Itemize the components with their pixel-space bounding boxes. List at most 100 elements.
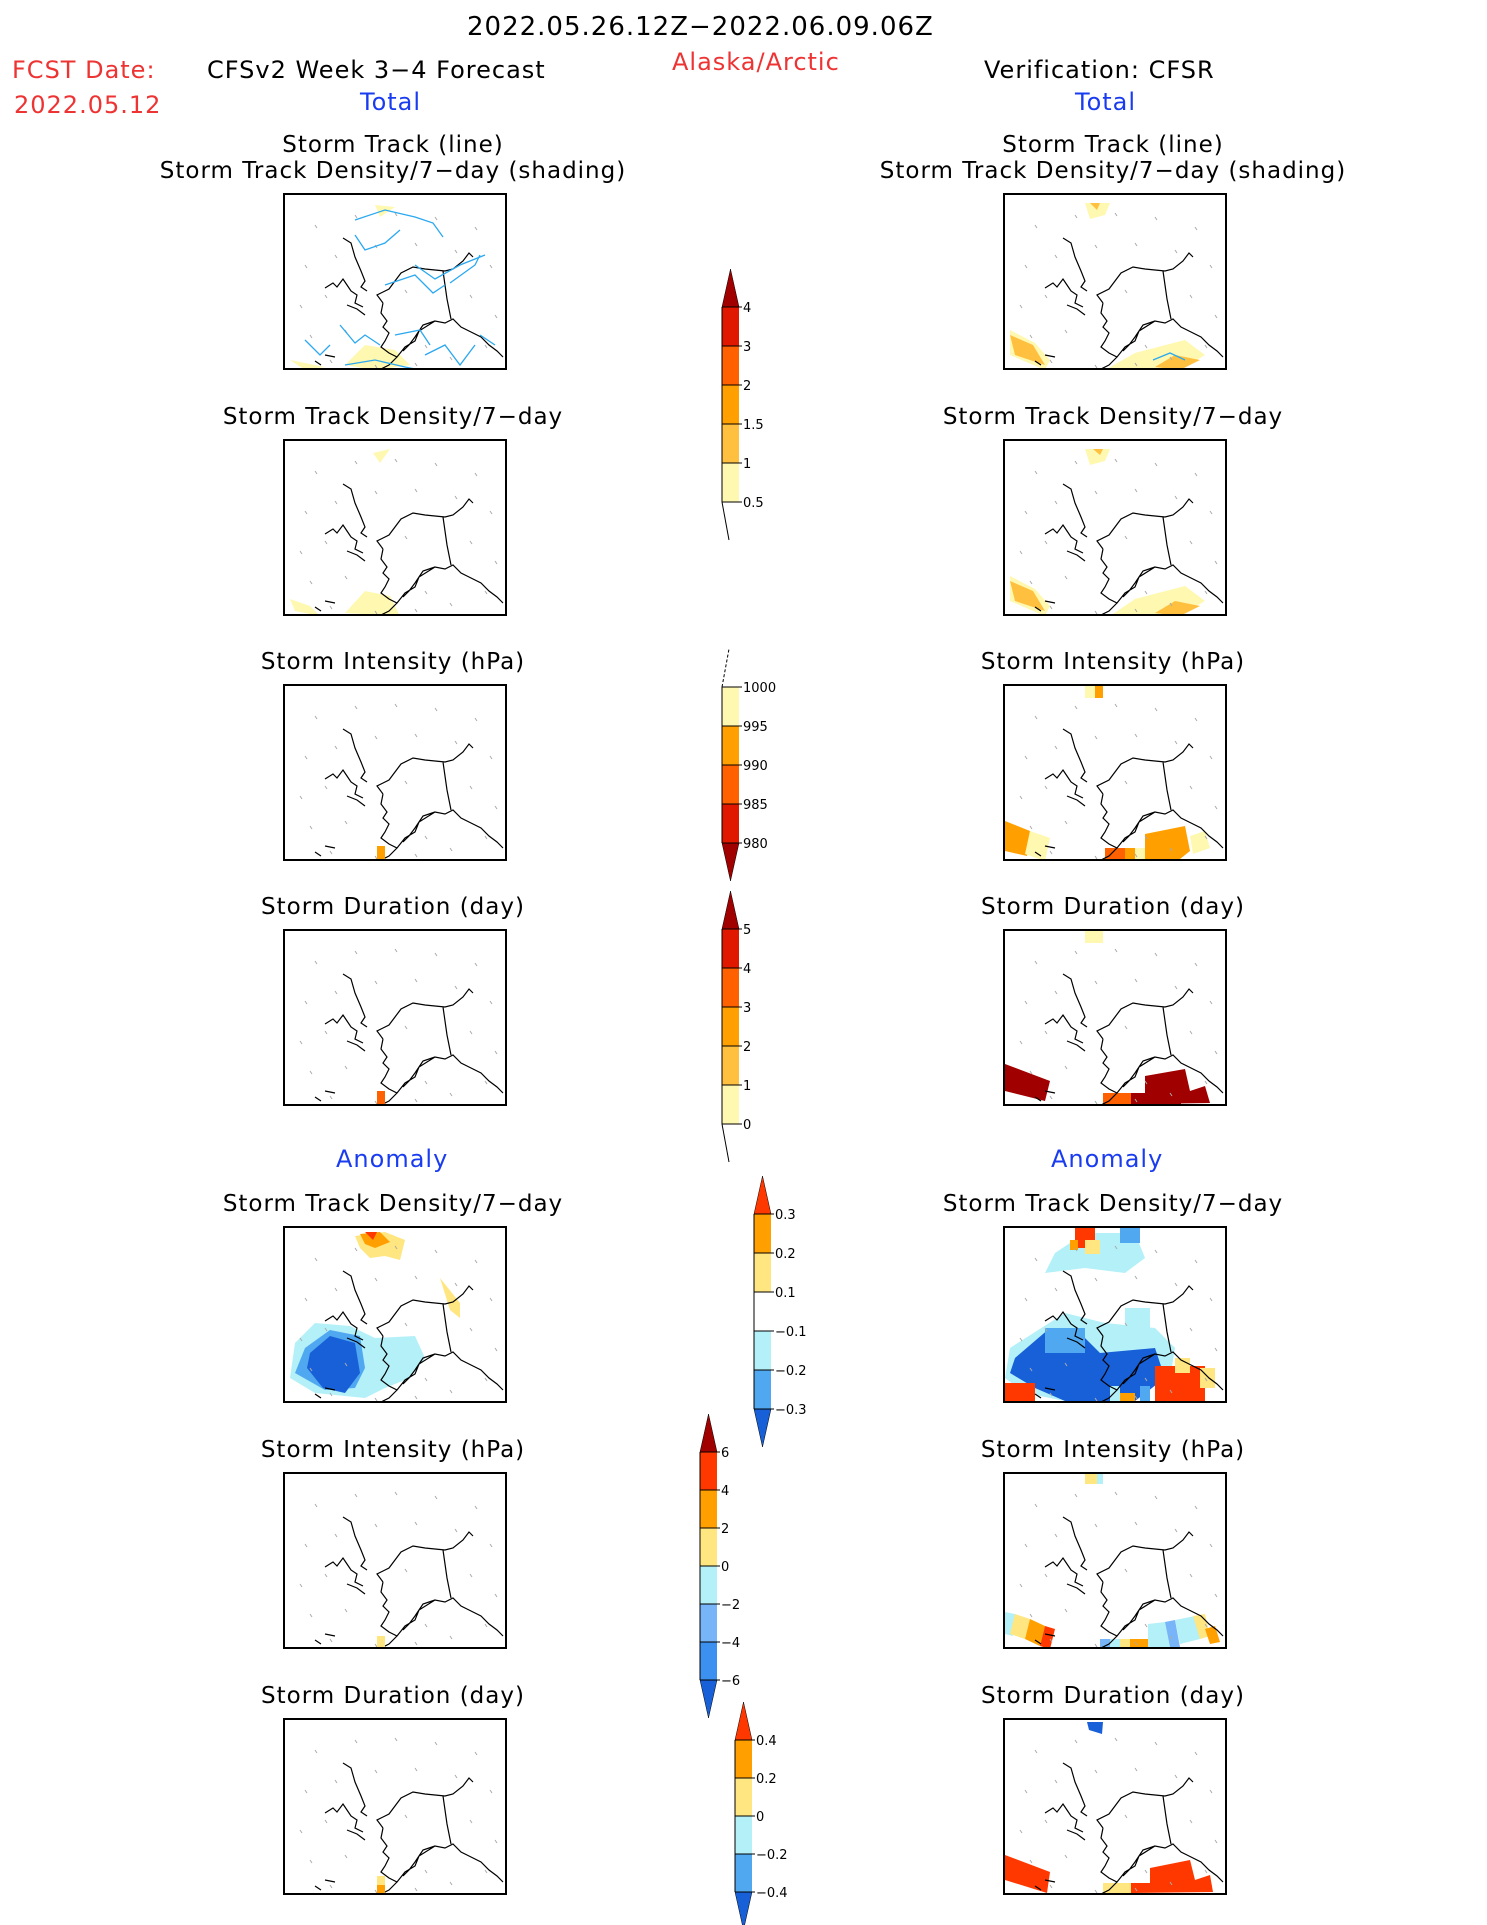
graticule-mark: [1019, 550, 1023, 555]
shaded-cell: [1103, 1883, 1131, 1893]
graticule-mark: [434, 952, 438, 957]
shaded-region: [1010, 335, 1045, 365]
colorbar-max-arrow: [699, 1413, 718, 1453]
graticule-mark: [1154, 216, 1158, 221]
shaded-region: [1025, 831, 1050, 859]
graticule-mark: [1064, 329, 1068, 334]
graticule-mark: [334, 1287, 338, 1292]
map-svg: [1010, 203, 1224, 368]
shaded-region: [1005, 1064, 1050, 1101]
graticule-mark: [1094, 1523, 1098, 1528]
left-title-density: Storm Track Density/7−day: [222, 404, 564, 430]
colorbar-segment: [735, 1816, 752, 1854]
shaded-region: [307, 1336, 360, 1393]
graticule-mark: [1064, 820, 1068, 825]
right-anomaly-label: Anomaly: [1051, 1145, 1164, 1173]
graticule-mark: [1124, 1568, 1128, 1573]
left-title-duration: Storm Duration (day): [261, 894, 525, 920]
colorbar-segment: [722, 968, 739, 1007]
region-label: Alaska/Arctic: [672, 48, 840, 76]
graticule-mark: [1029, 1070, 1033, 1075]
graticule-mark: [1214, 1593, 1218, 1598]
left-title-anom-duration: Storm Duration (day): [261, 1683, 525, 1709]
graticule-mark: [324, 785, 328, 790]
period-title: 2022.05.26.12Z−2022.06.09.06Z: [467, 12, 934, 42]
colorbar-tick-label: 1000: [743, 681, 776, 696]
colorbar-segment: [722, 307, 739, 346]
graticule-mark: [324, 1573, 328, 1578]
graticule-mark: [1074, 705, 1078, 710]
graticule-mark: [424, 1623, 428, 1628]
graticule-mark: [394, 1737, 398, 1742]
right-title-track-shading: Storm Track Density/7−day (shading): [879, 158, 1347, 184]
shaded-cell: [1100, 1639, 1110, 1647]
graticule-mark: [1034, 1257, 1038, 1262]
storm-track-line: [354, 209, 444, 238]
graticule-mark: [1154, 1741, 1158, 1746]
graticule-mark: [1034, 1749, 1038, 1754]
alaska-coastline: [1034, 1270, 1224, 1401]
graticule-mark: [1029, 1859, 1033, 1864]
shaded-region: [1131, 1860, 1213, 1893]
graticule-mark: [1054, 990, 1058, 995]
alaska-coastline: [314, 483, 504, 614]
shaded-region: [1155, 355, 1200, 368]
shaded-cell: [1130, 1639, 1148, 1647]
map-left-intensity: [283, 684, 507, 861]
graticule-mark: [414, 1098, 418, 1103]
graticule-mark: [374, 735, 378, 740]
graticule-mark: [1214, 805, 1218, 810]
graticule-mark: [414, 1275, 418, 1280]
map-svg: [1005, 1722, 1224, 1893]
graticule-mark: [1134, 362, 1138, 367]
graticule-mark: [344, 1362, 348, 1367]
graticule-mark: [1114, 1491, 1118, 1496]
graticule-mark: [344, 1065, 348, 1070]
graticule-mark: [1154, 707, 1158, 712]
colorbar-segment: [735, 1854, 752, 1892]
graticule-mark: [454, 1282, 458, 1287]
graticule-mark: [1124, 1322, 1128, 1327]
graticule-mark: [394, 1245, 398, 1250]
graticule-mark: [414, 1887, 418, 1892]
graticule-mark: [414, 1521, 418, 1526]
colorbar-segment: [700, 1452, 717, 1490]
graticule-mark: [1144, 1377, 1148, 1382]
colorbar-segment: [722, 804, 739, 843]
right-title-anom-duration: Storm Duration (day): [981, 1683, 1245, 1709]
colorbar-duration-total: 0 1 2 3 4 5: [721, 890, 751, 1163]
graticule-mark: [1134, 1275, 1138, 1280]
shaded-cell: [1045, 1328, 1085, 1353]
graticule-mark: [1094, 1397, 1098, 1401]
storm-track-line: [354, 229, 401, 251]
graticule-mark: [374, 490, 378, 495]
map-right-intensity: [1003, 684, 1227, 861]
map-right-anom-duration: [1003, 1718, 1227, 1895]
colorbar-tick-label: −0.4: [756, 1886, 788, 1901]
graticule-mark: [1204, 1377, 1208, 1382]
colorbar-tick-label: 4: [721, 1484, 729, 1499]
graticule-mark: [329, 359, 333, 364]
graticule-mark: [404, 1322, 408, 1327]
graticule-mark: [424, 1080, 428, 1085]
graticule-mark: [1204, 590, 1208, 595]
colorbar-tick-label: −0.3: [775, 1403, 807, 1418]
shaded-cell: [1085, 931, 1103, 943]
colorbar-tick-label: −2: [721, 1598, 740, 1613]
graticule-mark: [1144, 590, 1148, 595]
colorbar-tick-label: 1: [743, 457, 751, 472]
shaded-region: [345, 591, 399, 614]
graticule-mark: [414, 242, 418, 247]
graticule-mark: [1114, 703, 1118, 708]
graticule-mark: [1029, 334, 1033, 339]
map-right-duration: [1003, 929, 1227, 1106]
graticule-mark: [1114, 458, 1118, 463]
graticule-mark: [1049, 1095, 1053, 1100]
graticule-mark: [1144, 1623, 1148, 1628]
graticule-mark: [1114, 1245, 1118, 1250]
colorbar-tick-label: 4: [743, 301, 751, 316]
graticule-mark: [394, 458, 398, 463]
shaded-region: [1085, 449, 1110, 465]
graticule-mark: [424, 835, 428, 840]
colorbar-segment: [700, 1528, 717, 1566]
